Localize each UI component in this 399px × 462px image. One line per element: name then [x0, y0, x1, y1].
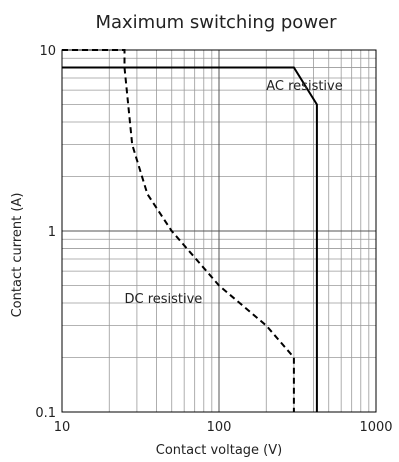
x-tick-label: 100	[207, 420, 232, 435]
x-tick-label: 10	[54, 420, 71, 435]
series-label: DC resistive	[124, 292, 202, 307]
y-axis-label: Contact current (A)	[10, 193, 25, 318]
series-label: AC resistive	[266, 79, 343, 94]
grid	[61, 49, 377, 413]
y-tick-label: 0.1	[35, 406, 56, 421]
chart-title: Maximum switching power	[95, 12, 337, 33]
tick-labels: 10 100 1000 0.1 1 10	[35, 44, 392, 435]
series	[62, 49, 318, 412]
series-line-dc	[62, 49, 295, 412]
x-tick-label: 1000	[359, 420, 392, 435]
x-axis-label: Contact voltage (V)	[156, 443, 282, 458]
y-tick-label: 1	[48, 225, 56, 240]
y-tick-label: 10	[39, 44, 56, 59]
series-line-ac	[62, 66, 318, 412]
plot-frame	[61, 49, 377, 413]
annotations: AC resistive DC resistive	[124, 79, 342, 307]
